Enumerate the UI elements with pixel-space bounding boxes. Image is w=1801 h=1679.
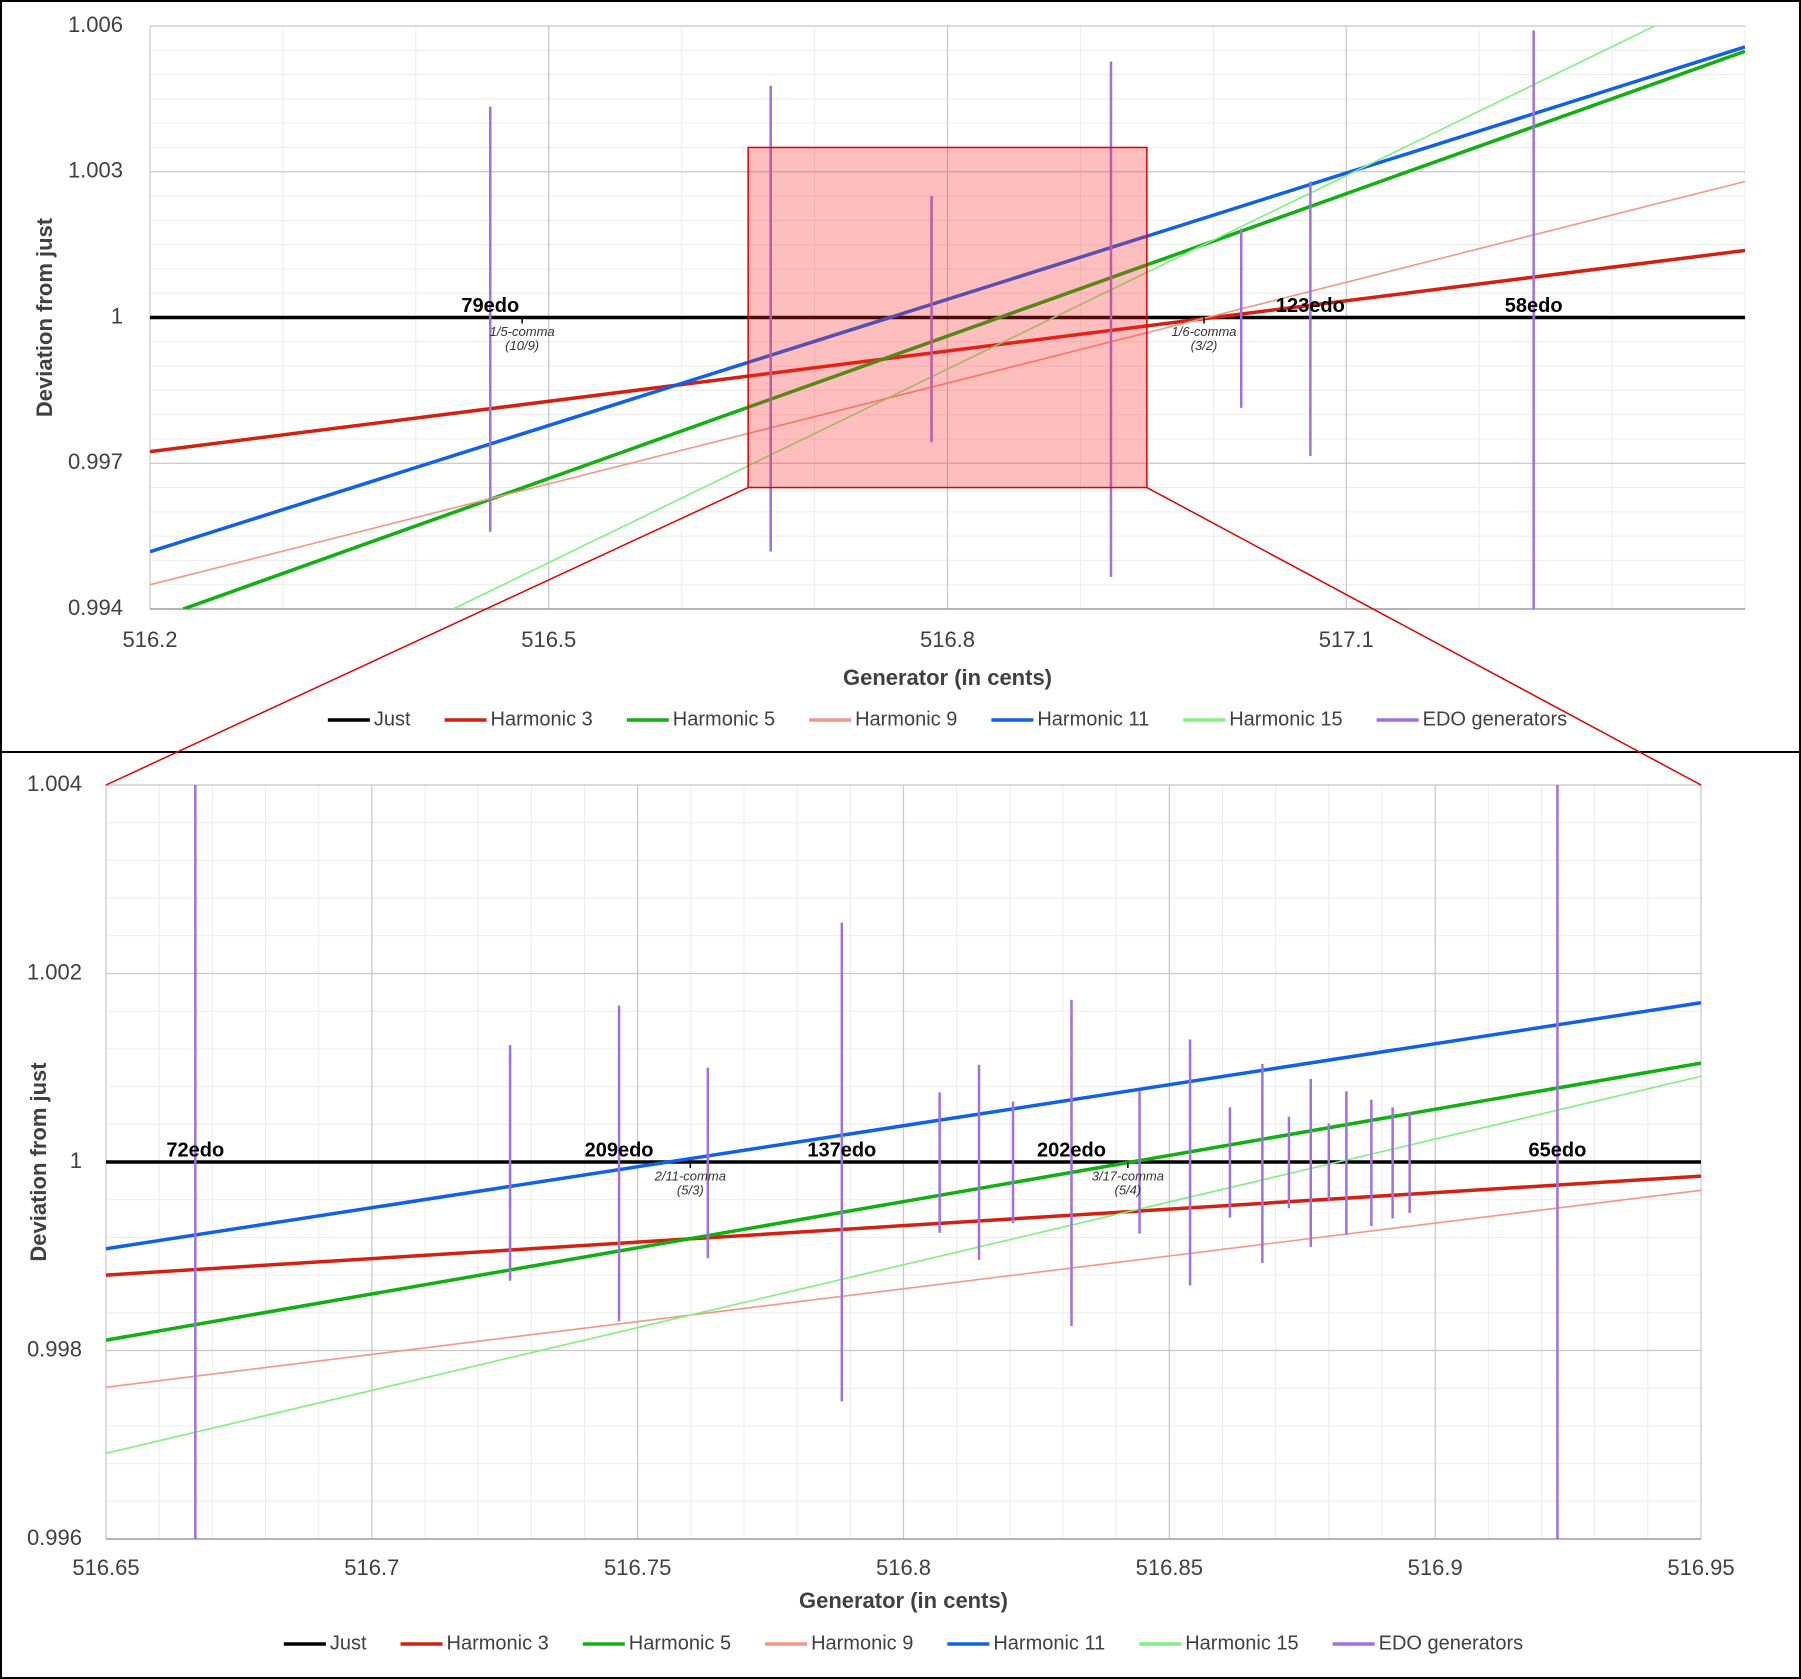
legend-label: Harmonic 11 bbox=[993, 1632, 1105, 1654]
annotation: (5/4) bbox=[1114, 1182, 1141, 1197]
series-line bbox=[106, 1000, 1701, 1251]
zoom-connector bbox=[1146, 486, 1702, 786]
series-line bbox=[106, 1061, 1701, 1342]
annotation: 1/5-comma bbox=[490, 324, 555, 339]
annotation: 1/6-comma bbox=[1172, 324, 1237, 339]
legend-label: Harmonic 3 bbox=[491, 708, 593, 730]
x-axis-title: Generator (in cents) bbox=[843, 665, 1052, 690]
legend-label: Harmonic 3 bbox=[447, 1632, 549, 1654]
labels: 79edo 123edo 58edo 1/5-comma(10/9) 1/6-comma… bbox=[461, 295, 1562, 353]
chart: 0.994 0.997 1 1.003 1.006 516.2 516.5 516.8 517.… bbox=[32, 12, 1746, 730]
annotation: (10/9) bbox=[505, 338, 539, 353]
y-tick-label: 0.998 bbox=[27, 1336, 82, 1361]
y-tick-label: 1.002 bbox=[27, 959, 82, 984]
edo-label: 58edo bbox=[1505, 295, 1563, 317]
legend: Just Harmonic 3 Harmonic 5 Harmonic 9 Harmon… bbox=[283, 1632, 1524, 1654]
y-tick-label: 1 bbox=[70, 1148, 82, 1173]
chart: 0.996 0.998 1 1.002 1.004 516.65 516.7 516.75 51… bbox=[26, 771, 1735, 1654]
legend-label: EDO generators bbox=[1379, 1632, 1524, 1654]
annotation: (5/3) bbox=[677, 1182, 704, 1197]
series-line bbox=[150, 180, 1745, 586]
legend-label: Just bbox=[330, 1632, 367, 1654]
edo-label: 72edo bbox=[166, 1139, 224, 1161]
y-tick-label: 0.996 bbox=[27, 1525, 82, 1550]
legend-label: Harmonic 11 bbox=[1037, 708, 1149, 730]
legend: Just Harmonic 3 Harmonic 5 Harmonic 9 Harmon… bbox=[327, 708, 1568, 730]
series-line bbox=[150, 45, 1745, 554]
legend-label: Harmonic 15 bbox=[1229, 708, 1342, 730]
labels: 72edo 209edo 137edo 202edo 65edo2/11-comma(5… bbox=[166, 1139, 1586, 1197]
y-tick-label: 1.003 bbox=[68, 158, 123, 183]
x-tick-label: 516.5 bbox=[521, 627, 576, 652]
y-axis-title: Deviation from just bbox=[32, 217, 57, 417]
series-line bbox=[150, 248, 1745, 454]
plot-area bbox=[150, 26, 1745, 609]
edo-label: 123edo bbox=[1276, 295, 1345, 317]
y-tick-label: 0.994 bbox=[68, 595, 123, 620]
plot-area bbox=[106, 785, 1701, 1539]
x-tick-label: 516.95 bbox=[1667, 1555, 1734, 1580]
legend-label: Just bbox=[374, 708, 411, 730]
zoom-connector bbox=[105, 486, 749, 786]
edo-label: 79edo bbox=[461, 295, 519, 317]
y-tick-label: 1 bbox=[111, 303, 123, 328]
x-tick-label: 516.75 bbox=[604, 1555, 671, 1580]
annotation: (3/2) bbox=[1191, 338, 1218, 353]
x-tick-label: 516.8 bbox=[876, 1555, 931, 1580]
x-tick-label: 516.2 bbox=[122, 627, 177, 652]
x-tick-label: 516.8 bbox=[920, 627, 975, 652]
legend-label: EDO generators bbox=[1423, 708, 1568, 730]
y-axis-title: Deviation from just bbox=[26, 1062, 51, 1262]
y-tick-label: 1.004 bbox=[27, 771, 82, 796]
legend-label: Harmonic 9 bbox=[811, 1632, 913, 1654]
series-line bbox=[452, 26, 1655, 609]
x-tick-label: 516.7 bbox=[344, 1555, 399, 1580]
x-axis-title: Generator (in cents) bbox=[799, 1588, 1008, 1613]
edo-label: 209edo bbox=[585, 1139, 654, 1161]
legend-label: Harmonic 5 bbox=[673, 708, 775, 730]
annotation: 2/11-comma bbox=[654, 1168, 726, 1183]
annotation: 3/17-comma bbox=[1092, 1168, 1164, 1183]
edo-label: 202edo bbox=[1037, 1139, 1106, 1161]
series-line bbox=[106, 1174, 1701, 1277]
x-tick-label: 516.9 bbox=[1408, 1555, 1463, 1580]
series-line bbox=[106, 1189, 1701, 1389]
series-line bbox=[106, 1075, 1701, 1455]
edo-label: 65edo bbox=[1529, 1139, 1587, 1161]
x-tick-label: 516.85 bbox=[1136, 1555, 1203, 1580]
y-tick-label: 1.006 bbox=[68, 12, 123, 37]
zoom-box bbox=[747, 146, 1148, 489]
y-tick-label: 0.997 bbox=[68, 449, 123, 474]
x-tick-label: 516.65 bbox=[72, 1555, 139, 1580]
x-tick-label: 517.1 bbox=[1319, 627, 1374, 652]
legend-label: Harmonic 15 bbox=[1185, 1632, 1298, 1654]
legend-label: Harmonic 9 bbox=[855, 708, 957, 730]
legend-label: Harmonic 5 bbox=[629, 1632, 731, 1654]
edo-label: 137edo bbox=[807, 1139, 876, 1161]
series-line bbox=[182, 49, 1745, 609]
